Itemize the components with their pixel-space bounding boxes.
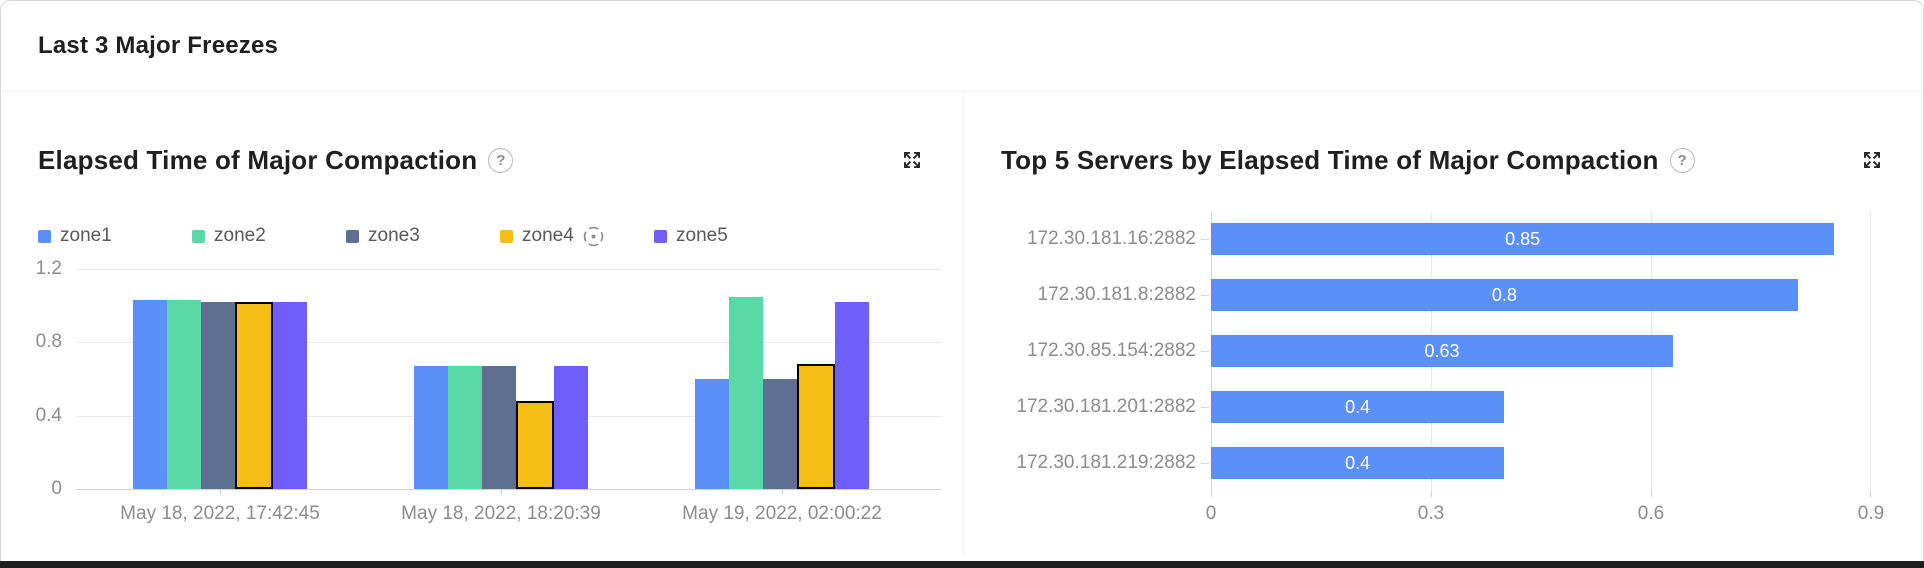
question-circle-icon[interactable]: ? <box>488 147 514 173</box>
panel-header: Elapsed Time of Major Compaction ? <box>38 142 923 178</box>
bar-zone5-group3[interactable] <box>835 302 869 489</box>
bar-zone3-group2[interactable] <box>482 366 516 489</box>
legend-label: zone4 <box>522 225 574 246</box>
grouped-bar-plot: 1.2 0.8 0.4 0 May 18, 2022, 17:42:45 May… <box>36 259 941 524</box>
x-tick-label: 0 <box>1205 503 1217 524</box>
axis-tick <box>782 489 783 495</box>
bar-value-label: 0.8 <box>1491 284 1517 305</box>
bar-value-label: 0.85 <box>1505 228 1541 249</box>
bar-row: 172.30.181.201:2882 0.4 <box>1016 379 1871 435</box>
legend-swatch <box>38 229 51 243</box>
hbar-server-1[interactable]: 0.85 <box>1211 223 1835 255</box>
gridline <box>1870 211 1871 497</box>
hbar-server-4[interactable]: 0.4 <box>1211 391 1505 423</box>
axis-tick <box>1201 294 1209 296</box>
target-icon[interactable] <box>581 224 606 249</box>
expand-arrows-icon[interactable] <box>901 149 923 171</box>
bottom-edge <box>0 561 1924 568</box>
hbar-server-5[interactable]: 0.4 <box>1211 447 1505 479</box>
bar-zone4-group2[interactable] <box>516 401 554 489</box>
panel-header: Top 5 Servers by Elapsed Time of Major C… <box>1001 142 1883 178</box>
bar-group <box>133 269 307 489</box>
server-label: 172.30.181.8:2882 <box>1037 284 1197 305</box>
bar-zone2-group2[interactable] <box>448 366 482 489</box>
x-tick-label: May 18, 2022, 18:20:39 <box>401 503 601 524</box>
axis-tick <box>220 489 221 495</box>
server-label: 172.30.181.16:2882 <box>1026 228 1196 249</box>
server-label: 172.30.181.219:2882 <box>1016 452 1196 473</box>
bar-zone1-group2[interactable] <box>414 366 448 489</box>
hbar-server-3[interactable]: 0.63 <box>1211 335 1673 367</box>
hbar-server-2[interactable]: 0.8 <box>1211 279 1798 311</box>
legend-item-zone2[interactable]: zone2 <box>192 225 346 247</box>
bar-zone2-group3[interactable] <box>729 296 763 489</box>
bar-row: 172.30.181.219:2882 0.4 <box>1016 435 1871 491</box>
legend-swatch <box>654 229 667 243</box>
legend-swatch <box>500 229 513 243</box>
axis-tick <box>501 489 502 495</box>
bar-row: 172.30.181.16:2882 0.85 <box>1027 211 1871 267</box>
server-label: 172.30.181.201:2882 <box>1016 396 1196 417</box>
legend-label: zone2 <box>214 225 266 246</box>
axis-tick <box>1201 462 1209 464</box>
expand-arrows-icon[interactable] <box>1861 149 1883 171</box>
x-axis-line <box>76 489 941 490</box>
legend-item-zone5[interactable]: zone5 <box>654 225 728 247</box>
x-tick-label: May 19, 2022, 02:00:22 <box>682 503 882 524</box>
x-tick-label: May 18, 2022, 17:42:45 <box>120 503 320 524</box>
legend-swatch <box>346 229 359 243</box>
question-circle-icon[interactable]: ? <box>1669 147 1695 173</box>
chart-title: Elapsed Time of Major Compaction <box>38 144 478 175</box>
y-tick-label: 1.2 <box>35 258 62 279</box>
legend: zone1 zone2 zone3 zone4 <box>38 223 728 249</box>
bar-zone5-group1[interactable] <box>273 302 307 489</box>
bar-value-label: 0.63 <box>1424 340 1460 361</box>
bar-row: 172.30.181.8:2882 0.8 <box>1038 267 1871 323</box>
x-tick-label: 0.3 <box>1417 503 1445 524</box>
gridline <box>76 342 941 343</box>
legend-item-zone1[interactable]: zone1 <box>38 225 192 247</box>
panel-top5-servers: Top 5 Servers by Elapsed Time of Major C… <box>964 92 1923 556</box>
bar-group <box>414 269 588 489</box>
bar-zone3-group3[interactable] <box>763 379 797 489</box>
y-tick-label: 0.4 <box>35 405 62 426</box>
x-tick-label: 0.9 <box>1857 503 1885 524</box>
bar-group <box>695 269 869 489</box>
card-body: Elapsed Time of Major Compaction ? zone1 <box>1 92 1923 556</box>
bar-zone4-group3[interactable] <box>797 364 835 489</box>
bar-zone4-group1[interactable] <box>235 302 273 489</box>
legend-item-zone3[interactable]: zone3 <box>346 225 500 247</box>
server-label: 172.30.85.154:2882 <box>1026 340 1196 361</box>
legend-label: zone1 <box>60 225 112 246</box>
axis-tick <box>1201 238 1209 240</box>
bar-value-label: 0.4 <box>1345 452 1371 473</box>
bar-zone1-group1[interactable] <box>133 300 167 489</box>
horizontal-bar-plot: 172.30.181.16:2882 0.85 172.30.181.8:288… <box>1016 211 1884 524</box>
bar-zone5-group2[interactable] <box>554 366 588 489</box>
chart-title: Top 5 Servers by Elapsed Time of Major C… <box>1001 144 1659 175</box>
legend-item-zone4[interactable]: zone4 <box>500 224 654 249</box>
card-header: Last 3 Major Freezes <box>1 1 1923 92</box>
axis-tick <box>1201 406 1209 408</box>
axis-tick <box>1201 350 1209 352</box>
panel-elapsed-time: Elapsed Time of Major Compaction ? zone1 <box>1 92 964 556</box>
legend-label: zone3 <box>368 225 420 246</box>
y-tick-label: 0 <box>51 478 62 499</box>
legend-swatch <box>192 229 205 243</box>
gridline <box>76 269 941 270</box>
bar-zone1-group3[interactable] <box>695 379 729 489</box>
y-tick-label: 0.8 <box>35 331 62 352</box>
legend-label: zone5 <box>676 225 728 246</box>
x-tick-label: 0.6 <box>1637 503 1665 524</box>
page-title: Last 3 Major Freezes <box>38 32 279 59</box>
bar-zone2-group1[interactable] <box>167 300 201 489</box>
bar-zone3-group1[interactable] <box>201 302 235 489</box>
bar-row: 172.30.85.154:2882 0.63 <box>1027 323 1871 379</box>
bar-value-label: 0.4 <box>1345 396 1371 417</box>
